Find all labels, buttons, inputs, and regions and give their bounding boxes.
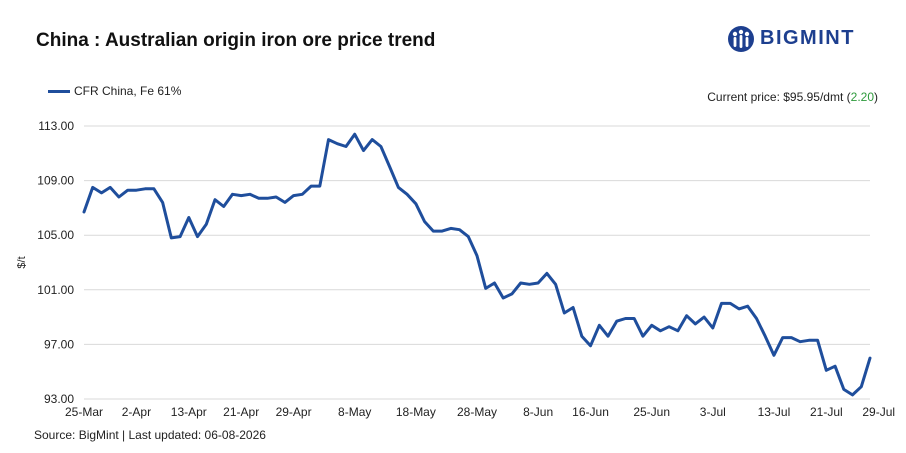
legend-swatch — [48, 89, 70, 93]
y-tick-labels: 113.00 109.00 105.00 101.00 97.00 93.00 — [37, 119, 74, 406]
x-tick-label: 18-May — [396, 405, 436, 419]
bigmint-logo: BIGMINT — [726, 20, 876, 60]
current-price-suffix: ) — [874, 90, 878, 104]
x-tick-label: 29-Jul — [862, 405, 895, 419]
y-tick-label: 105.00 — [37, 228, 74, 242]
y-tick-label: 93.00 — [44, 392, 74, 406]
grid-lines — [84, 125, 870, 400]
x-tick-label: 25-Jun — [633, 405, 670, 419]
x-tick-label: 28-May — [457, 405, 497, 419]
x-tick-label: 3-Jul — [700, 405, 726, 419]
y-tick-label: 101.00 — [37, 283, 74, 297]
legend-label: CFR China, Fe 61% — [74, 84, 182, 98]
x-tick-label: 16-Jun — [572, 405, 609, 419]
x-tick-label: 21-Apr — [223, 405, 259, 419]
x-tick-label: 2-Apr — [122, 405, 151, 419]
x-tick-label: 8-May — [338, 405, 371, 419]
x-tick-label: 21-Jul — [810, 405, 843, 419]
bigmint-globe-icon — [728, 26, 754, 52]
y-axis-label: $/t — [16, 256, 28, 268]
current-price-label: Current price: $95.95/dmt ( — [707, 90, 851, 104]
x-tick-label: 13-Apr — [171, 405, 207, 419]
x-tick-label: 29-Apr — [276, 405, 312, 419]
x-tick-labels: 25-Mar 2-Apr 13-Apr 21-Apr 29-Apr 8-May 18-May… — [65, 405, 895, 419]
x-tick-label: 8-Jun — [523, 405, 553, 419]
current-price: Current price: $95.95/dmt (2.20) — [707, 90, 878, 104]
price-change: 2.20 — [850, 90, 874, 104]
brand-name: BIGMINT — [760, 27, 855, 49]
x-tick-label: 13-Jul — [758, 405, 791, 419]
series-line-cfr-china — [82, 132, 872, 397]
x-tick-label: 25-Mar — [65, 405, 103, 419]
y-tick-label: 97.00 — [44, 337, 74, 351]
chart-legend: CFR China, Fe 61% — [48, 84, 181, 98]
y-tick-label: 113.00 — [38, 119, 74, 133]
y-tick-label: 109.00 — [37, 174, 74, 188]
chart-title: China : Australian origin iron ore price… — [36, 30, 436, 51]
source-note: Source: BigMint | Last updated: 06-08-20… — [34, 428, 266, 442]
